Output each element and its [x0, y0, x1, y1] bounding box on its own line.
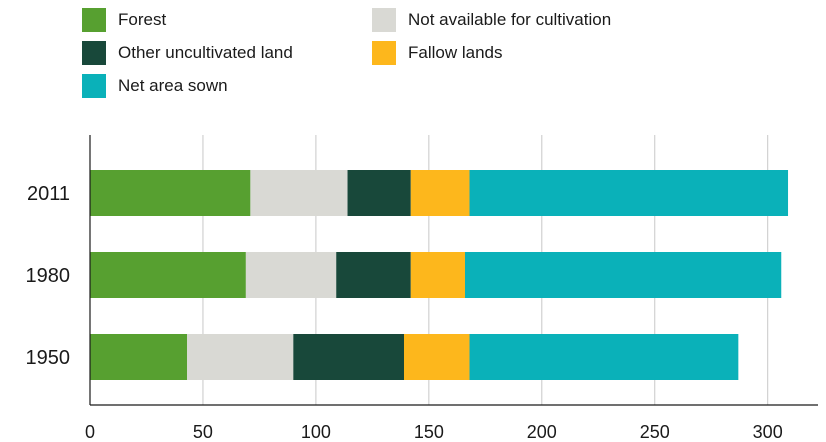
bar-segment-1950-other-uncultivated-land	[293, 334, 405, 380]
legend-item-fallow: Fallow lands	[372, 41, 503, 65]
legend: Forest Not available for cultivation Oth…	[0, 0, 826, 110]
category-label: 2011	[27, 183, 70, 205]
x-tick-label: 300	[753, 422, 783, 442]
legend-swatch-forest	[82, 8, 106, 32]
category-label: 1980	[26, 265, 71, 287]
legend-swatch-fallow	[372, 41, 396, 65]
bar-segment-2011-other-uncultivated-land	[347, 170, 411, 216]
x-tick-label: 0	[85, 422, 95, 442]
legend-item-net-area-sown: Net area sown	[82, 74, 228, 98]
legend-label: Not available for cultivation	[408, 10, 612, 29]
legend-label: Fallow lands	[408, 43, 503, 62]
x-tick-label: 150	[414, 422, 444, 442]
legend-swatch-net-area-sown	[82, 74, 106, 98]
x-tick-label: 100	[301, 422, 331, 442]
bar-segment-2011-not-available-for-cultivation	[250, 170, 348, 216]
bar-segment-1980-forest	[90, 252, 246, 298]
bar-segment-1950-fallow-lands	[404, 334, 470, 380]
bar-segment-1950-forest	[90, 334, 188, 380]
category-label: 1950	[26, 347, 71, 369]
bar-segment-1950-net-area-sown	[469, 334, 739, 380]
x-tick-label: 50	[193, 422, 213, 442]
bar-segment-1980-net-area-sown	[464, 252, 782, 298]
x-tick-label: 200	[527, 422, 557, 442]
legend-swatch-not-available	[372, 8, 396, 32]
bar-segment-1980-not-available-for-cultivation	[245, 252, 337, 298]
legend-label: Forest	[118, 10, 167, 29]
bar-segment-2011-net-area-sown	[469, 170, 789, 216]
bar-segment-1950-not-available-for-cultivation	[187, 334, 294, 380]
bar-segment-1980-fallow-lands	[410, 252, 465, 298]
legend-swatch-other-uncultivated	[82, 41, 106, 65]
legend-item-forest: Forest	[82, 8, 166, 32]
bar-segment-1980-other-uncultivated-land	[336, 252, 411, 298]
legend-item-not-available: Not available for cultivation	[372, 8, 611, 32]
x-tick-label: 250	[640, 422, 670, 442]
legend-item-other-uncultivated: Other uncultivated land	[82, 41, 293, 65]
legend-label: Other uncultivated land	[118, 43, 293, 62]
legend-label: Net area sown	[118, 76, 228, 95]
bar-segment-2011-forest	[90, 170, 251, 216]
bar-segment-2011-fallow-lands	[410, 170, 470, 216]
